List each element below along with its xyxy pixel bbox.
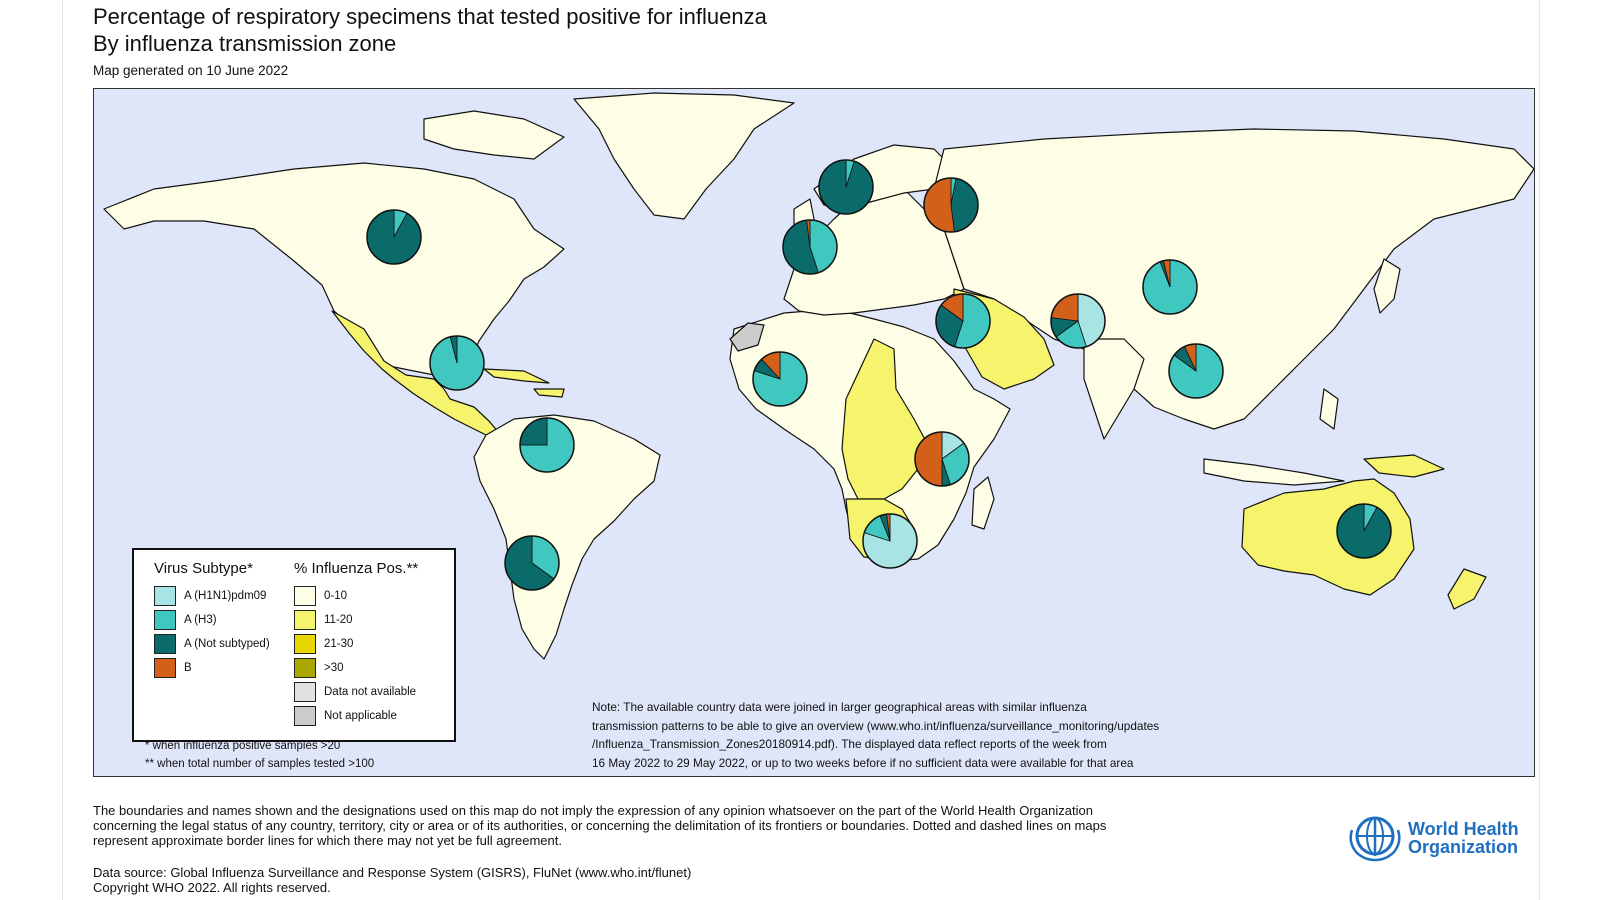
legend-positivity-title: % Influenza Pos.** [294,560,419,577]
pie-chart [1050,293,1106,349]
legend-positivity-item: 21-30 [294,634,353,654]
legend-virus-item: B [154,658,192,678]
map-svg [103,92,1534,660]
pie-outline [818,159,874,215]
pie-outline [1142,259,1198,315]
land-madagascar [971,476,995,530]
pie-chart [519,417,575,473]
legend-positivity-item: Not applicable [294,706,397,726]
pie-chart [429,335,485,391]
land-new-guinea [1363,454,1445,478]
pie-chart [1168,343,1224,399]
pie-outline [782,219,838,275]
legend-swatch [294,682,316,702]
legend-swatch [294,634,316,654]
land-western-sahara [729,322,765,352]
pie-outline [366,209,422,265]
pie-outline [1336,503,1392,559]
legend-positivity-item: 0-10 [294,586,347,606]
pie-chart [818,159,874,215]
land-south-america [473,414,661,660]
land-india [1083,338,1145,440]
pie-outline [935,293,991,349]
pie-chart [504,535,560,591]
pie-chart [923,177,979,233]
pie-chart [1142,259,1198,315]
pie-outline [1168,343,1224,399]
land-hispaniola [533,388,565,398]
legend-swatch [294,658,316,678]
land-indonesia [1203,458,1345,486]
disclaimer-text: The boundaries and names shown and the d… [93,803,1107,848]
pie-chart [862,513,918,569]
who-logo[interactable]: World Health Organization [1346,812,1519,864]
pie-outline [519,417,575,473]
land-cuba [483,368,550,384]
pie-outline [923,177,979,233]
land-north-america [103,162,565,380]
land-philippines [1319,388,1339,430]
map-note: Note: The available country data were jo… [592,700,1160,770]
footnote-positivity: ** when total number of samples tested >… [145,758,375,770]
legend-virus-item: A (Not subtyped) [154,634,270,654]
pie-chart [935,293,991,349]
pie-chart [914,431,970,487]
pie-outline [752,351,808,407]
pie-outline [429,335,485,391]
land-new-zealand [1447,568,1487,610]
legend-virus-item: A (H3) [154,610,217,630]
pie-chart [782,219,838,275]
who-emblem-icon [1349,816,1401,862]
legend-swatch [154,634,176,654]
land-japan [1373,258,1401,314]
pie-chart [1336,503,1392,559]
map-title: Percentage of respiratory specimens that… [93,4,767,29]
who-logo-line2: Organization [1408,837,1519,857]
map-legend: Virus Subtype* % Influenza Pos.** A (H1N… [132,548,456,742]
pie-chart [752,351,808,407]
legend-positivity-item: 11-20 [294,610,353,630]
pie-outline [914,431,970,487]
legend-swatch [154,610,176,630]
footnote-virus: * when influenza positive samples >20 [145,740,341,752]
pie-outline [862,513,918,569]
data-source: Data source: Global Influenza Surveillan… [93,865,692,895]
map-subtitle: By influenza transmission zone [93,31,397,56]
generated-date: Map generated on 10 June 2022 [93,63,289,78]
pie-chart [366,209,422,265]
legend-swatch [294,610,316,630]
land-greenland [573,92,795,220]
legend-positivity-item: >30 [294,658,344,678]
legend-swatch [154,586,176,606]
legend-positivity-item: Data not available [294,682,416,702]
legend-virus-title: Virus Subtype* [154,560,253,577]
legend-swatch [294,586,316,606]
who-logo-line1: World Health [1408,819,1519,839]
legend-virus-item: A (H1N1)pdm09 [154,586,266,606]
pie-layer [366,159,1392,591]
land-arctic-islands [423,110,565,160]
pie-outline [504,535,560,591]
legend-swatch [294,706,316,726]
legend-swatch [154,658,176,678]
land-asia [933,128,1534,430]
pie-outline [1050,293,1106,349]
